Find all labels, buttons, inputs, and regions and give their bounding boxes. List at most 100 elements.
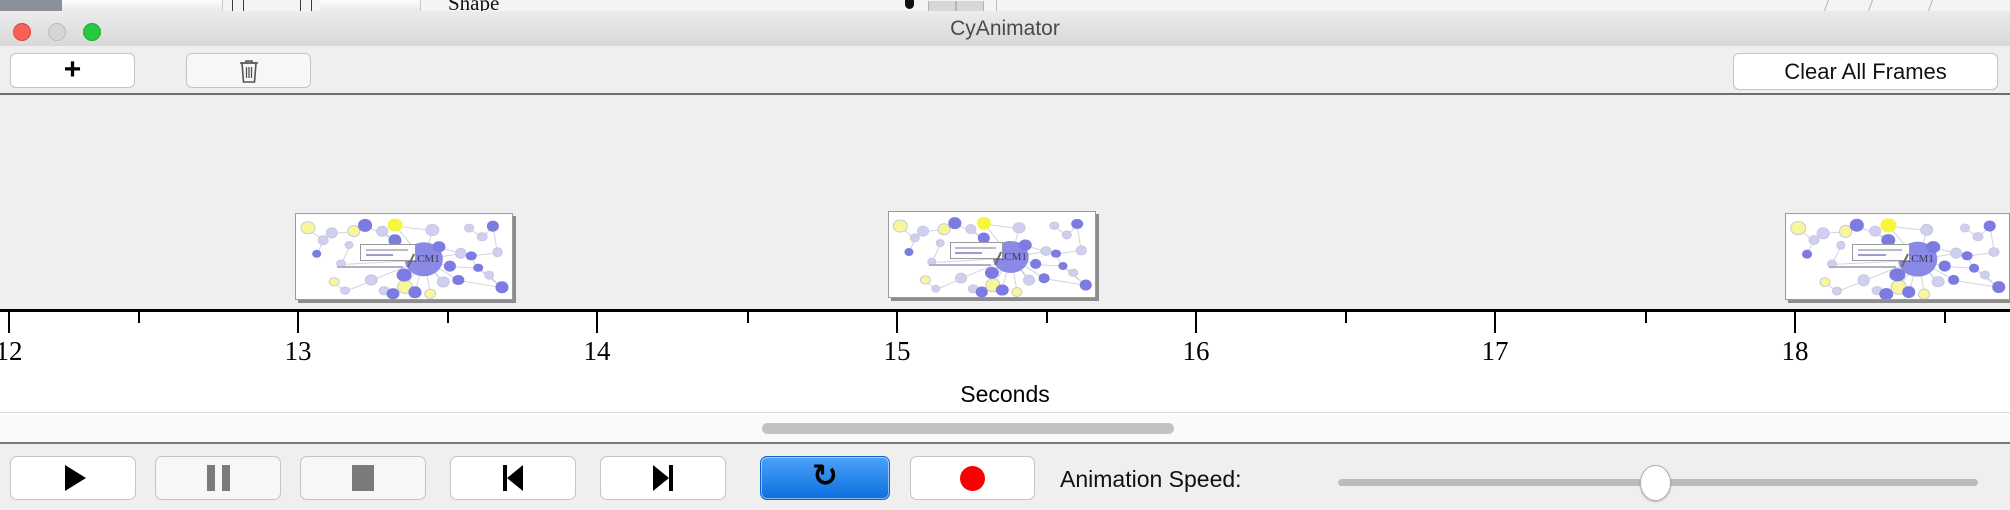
graph-node (396, 268, 412, 282)
graph-callout-box (950, 242, 1004, 260)
graph-node (325, 227, 339, 239)
graph-node (1051, 249, 1062, 259)
graph-node (1058, 261, 1068, 270)
zoom-button[interactable] (83, 23, 101, 41)
axis-tick-minor (447, 312, 449, 323)
background-window-sidebar (0, 0, 62, 11)
clear-all-frames-button[interactable]: Clear All Frames (1733, 53, 1998, 90)
axis-tick-label: 17 (1481, 336, 1509, 366)
graph-node (1831, 286, 1842, 296)
minimize-button[interactable] (48, 23, 66, 41)
graph-caption-text (337, 266, 403, 269)
graph-node (454, 247, 467, 259)
graph-node (1880, 218, 1897, 232)
frame-network-graph: MCM1 (296, 214, 512, 299)
graph-node (408, 286, 422, 299)
delete-frame-button[interactable] (186, 53, 311, 88)
graph-node (1983, 220, 1996, 232)
graph-node (1857, 274, 1871, 286)
timeline-frame-thumbnail[interactable]: MCM1 (1785, 213, 2010, 300)
graph-node (893, 219, 908, 233)
graph-node (1049, 221, 1060, 231)
graph-node (1949, 247, 1962, 259)
axis-tick-label: 13 (284, 336, 312, 366)
background-window-strip: Shape (0, 0, 2010, 11)
background-window-segment (320, 0, 421, 11)
graph-node (1038, 273, 1050, 283)
graph-node (424, 288, 436, 299)
graph-node (1079, 279, 1092, 291)
graph-node (1947, 274, 1960, 286)
graph-node (954, 272, 967, 284)
graph-node (1879, 288, 1893, 299)
graph-node (904, 248, 914, 257)
graph-node (1802, 249, 1813, 259)
callout-text-line (1857, 254, 1887, 257)
graph-node (386, 288, 400, 299)
axis-tick-label: 18 (1781, 336, 1809, 366)
background-window-divider (996, 0, 997, 11)
graph-node (1988, 247, 2000, 258)
graph-node (473, 263, 483, 273)
pause-icon (206, 465, 230, 491)
callout-text-line (955, 252, 982, 255)
add-frame-button[interactable]: + (10, 53, 135, 88)
graph-node (1881, 234, 1896, 246)
stop-button[interactable] (300, 456, 426, 500)
loop-button[interactable]: ↻ (760, 456, 890, 500)
record-button[interactable] (910, 456, 1035, 500)
graph-node (388, 234, 402, 246)
animation-speed-slider-thumb[interactable] (1640, 465, 1671, 501)
background-window-box (928, 1, 956, 11)
background-window-shape-label: Shape (448, 0, 499, 11)
previous-frame-button[interactable] (450, 456, 576, 500)
timeline-frame-thumbnail[interactable]: MCM1 (295, 213, 513, 300)
animation-speed-label: Animation Speed: (1060, 466, 1242, 492)
graph-node (317, 235, 329, 245)
axis-tick-minor (747, 312, 749, 323)
background-window-divider (1927, 0, 1934, 11)
graph-node (432, 241, 446, 253)
axis-tick-minor (1046, 312, 1048, 323)
graph-node (1819, 276, 1831, 287)
graph-node (931, 284, 941, 293)
graph-node (965, 224, 977, 235)
graph-node (1012, 221, 1026, 234)
graph-node (1968, 263, 1979, 273)
graph-node (1836, 241, 1846, 250)
background-window-divider (1823, 0, 1830, 11)
plus-icon: + (63, 52, 82, 86)
timeline-scrollbar-track[interactable] (0, 412, 2010, 443)
axis-tick-major (8, 312, 10, 333)
graph-node (1040, 246, 1052, 257)
background-window-segment (62, 0, 161, 11)
graph-node (909, 233, 921, 243)
play-button[interactable] (10, 456, 136, 500)
graph-node (935, 239, 945, 248)
graph-node (495, 281, 509, 293)
graph-node (452, 275, 465, 286)
graph-node (1061, 229, 1072, 240)
timeline-scrollbar-thumb[interactable] (762, 423, 1174, 434)
graph-node (1972, 231, 1984, 242)
axis-title: Seconds (960, 381, 1050, 407)
axis-tick-minor (138, 312, 140, 323)
pause-button[interactable] (155, 456, 281, 500)
toolbar: + Clear All Frames (0, 46, 2010, 95)
graph-node (425, 223, 439, 236)
background-window-divider (232, 0, 233, 11)
background-window-divider (311, 0, 312, 11)
graph-node (1961, 251, 1973, 261)
graph-node (300, 221, 316, 235)
timeline-frame-thumbnail[interactable]: MCM1 (888, 211, 1096, 298)
next-frame-button[interactable] (600, 456, 726, 500)
close-button[interactable] (13, 23, 31, 41)
graph-node (947, 217, 962, 230)
graph-node (1019, 239, 1032, 251)
graph-node (328, 277, 340, 287)
graph-node (487, 220, 500, 232)
record-icon (960, 465, 985, 491)
graph-node (1023, 274, 1036, 286)
graph-node (492, 247, 503, 258)
graph-node (443, 260, 456, 272)
